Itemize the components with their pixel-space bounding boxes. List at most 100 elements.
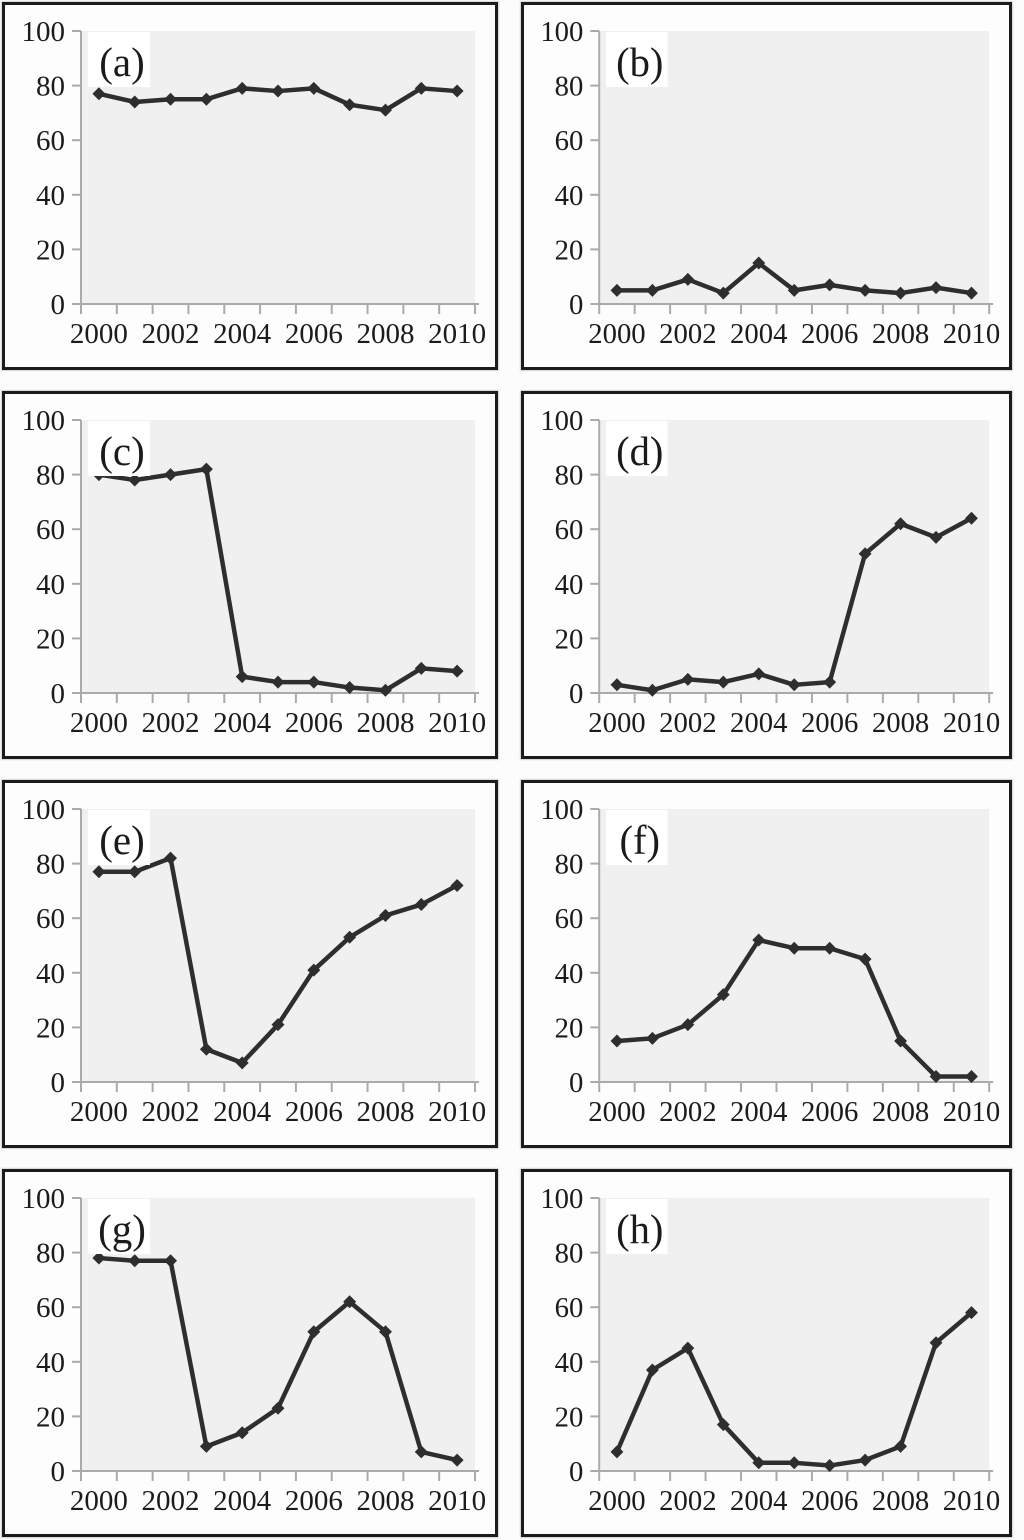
- x-tick-label: 2004: [213, 707, 272, 739]
- data-point: [271, 1401, 285, 1415]
- y-tick-label: 100: [540, 794, 583, 826]
- data-point: [128, 95, 142, 109]
- data-point: [645, 683, 659, 697]
- data-point: [450, 1453, 464, 1467]
- data-point: [681, 1018, 695, 1032]
- y-tick-label: 60: [555, 903, 584, 935]
- y-tick-label: 20: [555, 623, 584, 655]
- chart-panel-g: 0 20 40 60 80 100 2000 2002 2004 2006 2008 2010 (g): [2, 1169, 498, 1537]
- data-point: [450, 664, 464, 678]
- x-tick-label: 2000: [70, 1485, 128, 1517]
- line-chart-d: 0 20 40 60 80 100 2000 2002 2004 2006 2008 2010 (d): [540, 405, 1000, 739]
- y-tick-label: 40: [555, 569, 584, 601]
- x-tick-label: 2010: [428, 1485, 486, 1517]
- x-tick-label: 2002: [659, 1096, 716, 1128]
- panel-label: (a): [99, 39, 145, 85]
- panel-label: (f): [620, 818, 661, 863]
- data-point: [823, 278, 837, 292]
- x-tick-label: 2002: [659, 707, 716, 739]
- data-point: [610, 678, 624, 692]
- data-point: [645, 283, 659, 297]
- chart-panel-a: 0 20 40 60 80 100 2000 2002 2004 2006 2008 2010 (a): [2, 2, 498, 370]
- data-point: [343, 930, 357, 944]
- x-tick-label: 2000: [588, 707, 645, 739]
- panel-label-box: [88, 421, 150, 476]
- y-tick-label: 100: [540, 16, 583, 48]
- y-tick-label: 60: [36, 514, 65, 546]
- y-tick-label: 60: [36, 125, 65, 157]
- line-chart-h: 0 20 40 60 80 100 2000 2002 2004 2006 2008 2010 (h): [540, 1183, 1000, 1517]
- data-point: [235, 81, 249, 95]
- x-tick-label: 2004: [730, 1485, 787, 1517]
- y-tick-label: 80: [555, 848, 584, 880]
- data-point: [787, 1456, 801, 1470]
- data-point: [307, 81, 321, 95]
- x-tick-label: 2010: [428, 318, 486, 350]
- panel-label-box: [606, 1199, 668, 1254]
- data-point: [414, 1445, 428, 1459]
- chart-panel-c: 0 20 40 60 80 100 2000 2002 2004 2006 2008 2010 (c): [2, 391, 498, 759]
- y-tick-label: 20: [36, 623, 65, 655]
- data-point: [199, 1042, 213, 1056]
- y-tick-label: 100: [22, 16, 66, 48]
- data-point: [414, 81, 428, 95]
- y-tick-label: 20: [555, 1012, 584, 1044]
- data-point: [128, 473, 142, 487]
- chart-panel-e: 0 20 40 60 80 100 2000 2002 2004 2006 2008 2010 (e): [2, 780, 498, 1148]
- y-tick-label: 100: [22, 794, 66, 826]
- data-point: [378, 683, 392, 697]
- x-tick-label: 2002: [142, 318, 200, 350]
- y-tick-label: 80: [36, 1238, 65, 1270]
- data-point: [343, 1295, 357, 1309]
- data-point: [307, 963, 321, 977]
- panel-label-box: [88, 810, 150, 865]
- data-point: [164, 92, 178, 106]
- data-point: [823, 1459, 837, 1473]
- data-point: [894, 517, 908, 531]
- x-tick-label: 2000: [70, 318, 128, 350]
- x-tick-label: 2000: [70, 1096, 128, 1128]
- data-point: [681, 1341, 695, 1355]
- y-tick-label: 80: [36, 849, 65, 881]
- x-tick-label: 2000: [588, 1485, 645, 1517]
- data-point: [128, 1254, 142, 1268]
- data-point: [450, 84, 464, 98]
- y-tick-label: 80: [555, 459, 584, 491]
- line-chart-e: 0 20 40 60 80 100 2000 2002 2004 2006 2008 2010 (e): [22, 794, 487, 1128]
- data-point: [894, 1439, 908, 1453]
- y-tick-label: 60: [36, 1292, 65, 1324]
- data-point: [645, 1363, 659, 1377]
- y-tick-label: 0: [569, 289, 583, 321]
- y-tick-label: 60: [555, 514, 584, 546]
- data-point: [752, 667, 766, 681]
- line-chart-b: 0 20 40 60 80 100 2000 2002 2004 2006 2008 2010 (b): [540, 16, 1000, 350]
- chart-panel-f: 0 20 40 60 80 100 2000 2002 2004 2006 2008 2010 (f): [521, 780, 1012, 1148]
- x-tick-label: 2002: [659, 1485, 716, 1517]
- y-tick-label: 40: [555, 180, 584, 212]
- x-tick-label: 2008: [356, 1485, 414, 1517]
- x-tick-label: 2006: [801, 1485, 858, 1517]
- data-point: [823, 675, 837, 689]
- data-point: [307, 675, 321, 689]
- y-tick-label: 40: [555, 958, 584, 990]
- x-tick-label: 2008: [872, 318, 929, 350]
- data-point: [164, 468, 178, 482]
- data-point: [610, 1034, 624, 1048]
- y-tick-label: 40: [36, 180, 65, 212]
- y-tick-label: 100: [540, 1183, 583, 1215]
- y-tick-label: 20: [36, 1401, 65, 1433]
- x-tick-label: 2002: [659, 318, 716, 350]
- data-point: [343, 98, 357, 112]
- chart-panel-d: 0 20 40 60 80 100 2000 2002 2004 2006 2008 2010 (d): [521, 391, 1012, 759]
- y-tick-label: 40: [36, 1347, 65, 1379]
- x-tick-label: 2006: [285, 1096, 343, 1128]
- data-point: [378, 1325, 392, 1339]
- data-point: [450, 878, 464, 892]
- y-tick-label: 0: [51, 1067, 66, 1099]
- x-tick-label: 2006: [801, 707, 858, 739]
- x-tick-label: 2004: [213, 1096, 272, 1128]
- x-tick-label: 2002: [142, 707, 200, 739]
- data-point: [681, 272, 695, 286]
- x-tick-label: 2008: [356, 318, 414, 350]
- data-point: [414, 898, 428, 912]
